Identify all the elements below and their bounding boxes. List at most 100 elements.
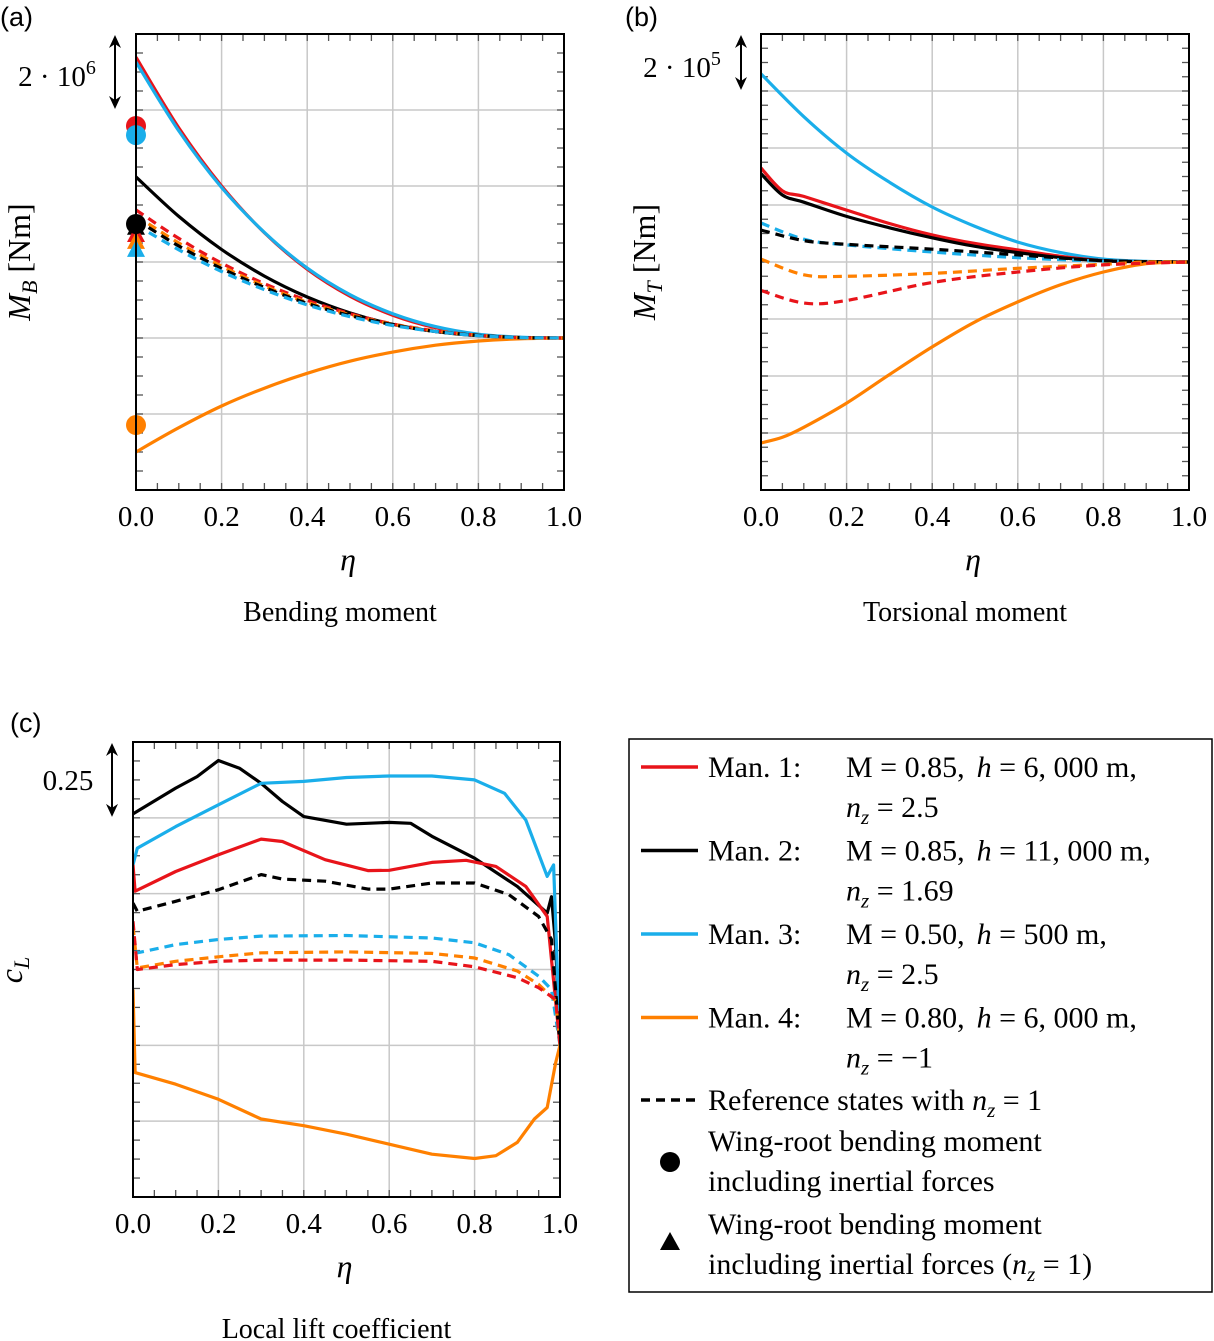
legend-entry: Man. 3: M = 0.50, h = 500 m, nz = 2.5	[641, 918, 1107, 996]
legend-entry-label: Man. 1:	[708, 751, 801, 784]
chart-c: 0.0 0.2 0.4 0.6 0.8 1.0 η Local lift coefficien…	[0, 708, 578, 1341]
x-tick-label: 0.8	[1085, 501, 1121, 533]
load-factor-symbol: n	[846, 791, 861, 824]
scale-arrow-head-up	[109, 35, 121, 48]
x-tick-label: 0.8	[460, 501, 496, 533]
mach-number: M = 0.85,	[846, 835, 965, 868]
series-line-man-2	[136, 175, 564, 340]
x-tick-label: 0.0	[743, 501, 779, 533]
series-line-man-4	[761, 260, 1189, 445]
x-tick-label: 1.0	[542, 1208, 578, 1240]
chart-title: Torsional moment	[863, 597, 1067, 628]
load-factor-value: = −1	[869, 1042, 933, 1075]
scale-arrow-head-up	[735, 35, 747, 48]
y-axis-label-unit: [Nm]	[1, 203, 37, 280]
load-factor-symbol: n	[972, 1084, 987, 1117]
y-axis-label-symbol: M	[626, 291, 662, 321]
legend-entry-label: Man. 2:	[708, 835, 801, 868]
legend-entry-circle: Wing-root bending moment including inerti…	[660, 1125, 1042, 1198]
load-factor-value: = 1.69	[869, 875, 953, 908]
y-axis-label-subscript: L	[9, 957, 34, 970]
series-line-man-2-ref	[133, 873, 560, 1046]
series-line-man-2	[761, 172, 1189, 264]
load-factor-subscript: z	[1026, 1262, 1035, 1286]
scale-label-exponent: 6	[86, 57, 96, 79]
y-axis-label-symbol: M	[1, 292, 37, 322]
x-tick-label: 0.0	[115, 1208, 151, 1240]
scale-label-base: 0.25	[43, 765, 94, 797]
x-axis-label: η	[340, 541, 356, 577]
legend-entry-load-factor: nz = 2.5	[846, 958, 939, 996]
legend-triangle-line1: Wing-root bending moment	[708, 1208, 1042, 1241]
load-factor-subscript: z	[860, 1056, 869, 1080]
y-axis-label: MT [Nm]	[626, 204, 667, 321]
legend-entry-triangle: Wing-root bending moment including inerti…	[660, 1208, 1092, 1286]
mach-number: M = 0.80,	[846, 1002, 965, 1035]
chart-a: 0.0 0.2 0.4 0.6 0.8 1.0 η Bending moment (a) MB […	[0, 2, 582, 628]
panel-label: (a)	[0, 2, 33, 32]
legend-triangle-line2: including inertial forces (nz = 1)	[708, 1248, 1092, 1286]
legend-entry-load-factor: nz = −1	[846, 1042, 933, 1080]
series-line-man-3	[761, 72, 1189, 264]
legend-entry-conditions: M = 0.50, h = 500 m,	[846, 918, 1107, 951]
x-tick-label: 0.4	[914, 501, 951, 533]
legend-entry-conditions: M = 0.85, h = 6, 000 m,	[846, 751, 1137, 784]
legend-circle-marker	[660, 1152, 680, 1172]
legend-entry-load-factor: nz = 1.69	[846, 875, 954, 913]
legend-entry-conditions: M = 0.80, h = 6, 000 m,	[846, 1002, 1137, 1035]
chart-title: Local lift coefficient	[222, 1314, 452, 1341]
x-tick-label: 0.0	[118, 501, 154, 533]
x-axis-label: η	[965, 541, 981, 577]
reference-text: Reference states with	[708, 1084, 972, 1117]
x-tick-label: 0.2	[828, 501, 864, 533]
series-line-man-2	[133, 758, 560, 1046]
series-line-man-4	[133, 989, 560, 1161]
chart-b: 0.0 0.2 0.4 0.6 0.8 1.0 η Torsional moment (b) MT…	[625, 2, 1207, 628]
legend-circle-line2: including inertial forces	[708, 1165, 995, 1198]
x-tick-label: 0.6	[371, 1208, 407, 1240]
series-line-man-2-ref	[136, 218, 564, 340]
load-factor-subscript: z	[860, 805, 869, 829]
series-line-man-1-ref	[136, 208, 564, 340]
plot-frame	[760, 33, 1190, 491]
scale-label-exponent: 5	[711, 48, 721, 70]
load-factor-symbol: n	[846, 875, 861, 908]
x-tick-label: 0.4	[289, 501, 326, 533]
chart-title: Bending moment	[243, 597, 437, 628]
legend-entry-label: Man. 3:	[708, 918, 801, 951]
triangle-text: including inertial forces (	[708, 1248, 1012, 1281]
load-factor-value: = 2.5	[869, 958, 938, 991]
legend-triangle-marker	[660, 1232, 680, 1250]
load-factor-symbol: n	[846, 1042, 861, 1075]
plot-frame	[135, 33, 565, 491]
series-line-man-4	[136, 336, 564, 454]
altitude-value: = 6, 000 m,	[992, 751, 1137, 784]
series-line-man-3	[133, 774, 560, 1046]
legend-circle-line1: Wing-root bending moment	[708, 1125, 1042, 1158]
load-factor-value: = 1	[995, 1084, 1042, 1117]
series-line-man-2-ref	[761, 228, 1189, 264]
scale-arrow-head-down	[109, 96, 121, 109]
legend-entry: Man. 4: M = 0.80, h = 6, 000 m, nz = −1	[641, 1002, 1137, 1080]
altitude-symbol: h	[977, 918, 992, 951]
mach-number: M = 0.50,	[846, 918, 965, 951]
panel-label: (b)	[625, 2, 658, 32]
load-factor-value: = 1)	[1035, 1248, 1092, 1281]
mach-number: M = 0.85,	[846, 751, 965, 784]
altitude-symbol: h	[977, 751, 992, 784]
plot-frame	[132, 741, 561, 1198]
scale-label: 2 · 106	[18, 57, 96, 93]
y-axis-label-unit: [Nm]	[626, 204, 662, 281]
load-factor-symbol: n	[1012, 1248, 1027, 1281]
scale-label: 0.25	[43, 765, 94, 797]
scale-label-base: 2 · 10	[643, 52, 711, 84]
y-axis-label: cL	[0, 957, 34, 983]
series-line-man-1	[133, 837, 560, 1046]
scale-arrow-head-up	[106, 743, 118, 756]
x-tick-label: 0.8	[456, 1208, 492, 1240]
x-axis-label: η	[337, 1248, 353, 1284]
panel-label: (c)	[10, 708, 41, 738]
legend-entry-conditions: M = 0.85, h = 11, 000 m,	[846, 835, 1151, 868]
x-tick-label: 0.2	[200, 1208, 236, 1240]
